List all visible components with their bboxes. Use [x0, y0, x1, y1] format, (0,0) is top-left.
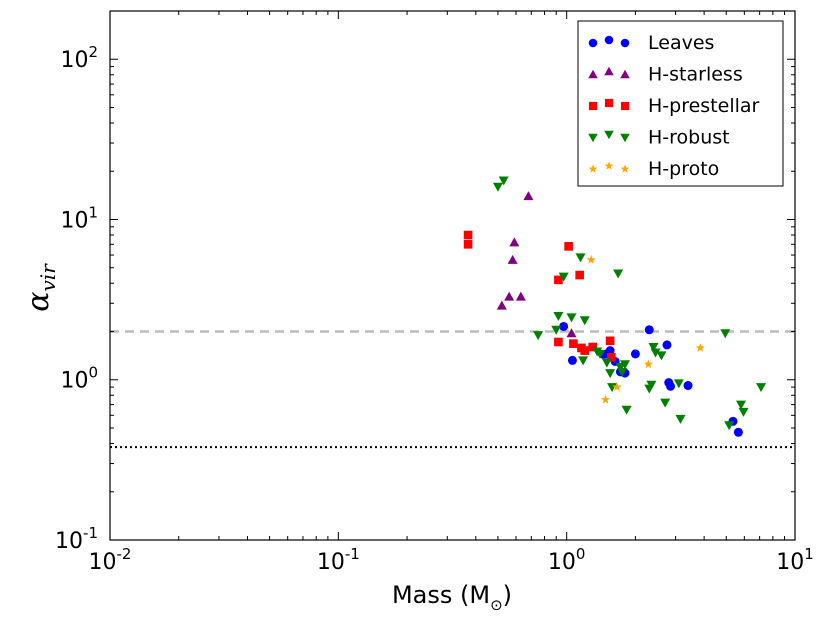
legend-marker-h-robust: [588, 133, 598, 143]
point-h-robust: [619, 360, 630, 370]
legend-marker-h-starless: [620, 69, 630, 79]
point-h-starless: [496, 300, 507, 310]
legend-label-leaves: Leaves: [648, 32, 714, 54]
point-h-robust: [650, 348, 661, 358]
point-leaves: [662, 340, 672, 350]
point-h-robust: [656, 351, 667, 361]
y-tick-label: 102: [60, 43, 98, 73]
point-h-prestellar: [607, 353, 616, 362]
legend-marker-h-starless: [604, 66, 614, 76]
legend-label-h-proto: H-proto: [648, 158, 719, 180]
point-h-prestellar: [575, 270, 584, 280]
point-h-proto: [600, 394, 611, 404]
point-h-robust: [613, 269, 624, 279]
legend-marker-h-prestellar: [588, 101, 598, 111]
plot-area: [110, 176, 795, 449]
point-h-robust: [601, 358, 612, 368]
y-tick-label: 101: [60, 203, 98, 233]
point-h-robust: [558, 272, 569, 282]
point-h-proto: [695, 343, 705, 352]
point-h-robust: [720, 329, 731, 339]
legend-marker-leaves: [620, 38, 630, 48]
legend-marker-h-robust: [620, 133, 630, 143]
point-leaves: [733, 427, 743, 437]
point-leaves: [567, 355, 577, 365]
point-h-robust: [756, 383, 767, 393]
point-h-robust: [551, 325, 562, 335]
point-h-robust: [648, 343, 659, 353]
point-h-prestellar: [564, 242, 573, 251]
point-h-robust: [579, 316, 590, 326]
y-tick-label: 100: [60, 364, 98, 394]
point-h-robust: [575, 253, 586, 263]
point-h-prestellar: [554, 275, 563, 285]
x-tick-label: 10-1: [317, 545, 360, 575]
x-tick-label: 101: [776, 545, 814, 575]
point-h-starless: [504, 291, 515, 301]
point-h-proto: [612, 382, 622, 391]
point-h-starless: [523, 191, 534, 201]
point-h-starless: [566, 328, 577, 338]
point-leaves: [559, 321, 569, 331]
legend-marker-leaves: [604, 35, 614, 45]
point-h-robust: [724, 421, 735, 431]
point-h-robust: [566, 313, 577, 323]
point-leaves: [683, 381, 693, 391]
legend-label-h-starless: H-starless: [648, 64, 743, 86]
point-h-robust: [553, 311, 564, 321]
legend-marker-h-proto: [604, 161, 614, 170]
point-h-starless: [507, 254, 518, 264]
legend-marker-h-prestellar: [620, 101, 630, 111]
plot-frame: [109, 10, 796, 541]
legend-marker-h-proto: [588, 164, 598, 173]
point-h-prestellar: [554, 337, 563, 347]
legend-marker-leaves: [588, 38, 598, 48]
point-leaves: [605, 346, 615, 356]
point-h-prestellar: [588, 342, 597, 352]
point-h-robust: [492, 182, 503, 192]
legend-marker-h-starless: [588, 69, 598, 79]
point-h-prestellar: [569, 339, 578, 348]
point-h-prestellar: [463, 230, 473, 240]
legend-marker-h-robust: [604, 130, 614, 140]
point-h-proto: [586, 255, 596, 264]
y-axis-label: αvir: [21, 263, 60, 312]
point-h-robust: [735, 400, 746, 410]
point-h-robust: [675, 414, 686, 424]
point-leaves: [644, 325, 654, 335]
point-h-prestellar: [580, 346, 590, 355]
point-h-robust: [533, 331, 544, 341]
point-h-robust: [607, 383, 618, 393]
point-h-robust: [595, 349, 606, 359]
point-h-robust: [498, 176, 509, 186]
point-leaves: [630, 349, 640, 359]
point-h-robust: [644, 384, 655, 394]
legend: Leaves H-starless H-prestellar H-robust H-pr…: [577, 20, 784, 187]
point-h-starless: [509, 237, 520, 247]
point-h-robust: [578, 356, 589, 366]
point-h-robust: [621, 405, 632, 415]
point-h-prestellar: [605, 336, 615, 346]
point-h-proto: [643, 359, 653, 369]
point-h-robust: [673, 379, 684, 389]
point-h-robust: [660, 398, 671, 408]
point-h-robust: [605, 369, 616, 379]
x-tick-label: 10-2: [89, 545, 132, 575]
y-tick-label: 10-1: [55, 524, 98, 554]
point-leaves: [666, 381, 676, 391]
point-h-prestellar: [463, 240, 473, 249]
legend-label-h-robust: H-robust: [648, 127, 730, 149]
point-h-starless: [515, 291, 526, 301]
point-h-robust: [617, 367, 628, 377]
legend-label-h-prestellar: H-prestellar: [648, 95, 760, 117]
x-tick-label: 100: [548, 545, 586, 575]
legend-marker-h-prestellar: [604, 98, 614, 108]
x-axis-label: Mass (M⊙): [392, 581, 512, 614]
legend-marker-h-proto: [620, 164, 630, 173]
point-h-robust: [738, 407, 749, 417]
